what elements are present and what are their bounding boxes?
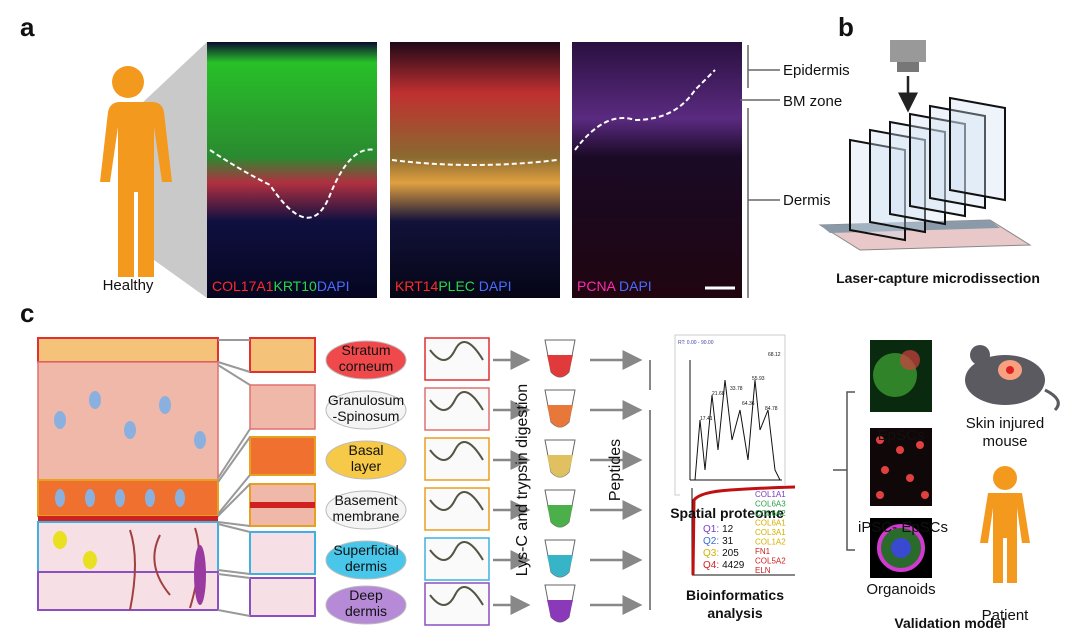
quartile-count: 4429 xyxy=(722,560,745,571)
layer-label: Superficial dermis xyxy=(333,542,398,574)
tissue xyxy=(429,441,484,461)
tube-fill xyxy=(547,505,573,527)
stain: DAPI xyxy=(615,278,652,294)
section-title: Bioinformatics analysis xyxy=(686,587,784,621)
tube-fill xyxy=(547,600,573,622)
quartile-label: Q1: xyxy=(703,524,719,535)
gene-label: COL1A2 xyxy=(755,538,786,547)
tube-fill xyxy=(547,455,573,477)
layer-badge xyxy=(325,390,407,430)
gene-label: COL3A1 xyxy=(755,528,786,537)
tissue xyxy=(429,586,484,606)
tissue xyxy=(429,491,484,511)
gene-label: COL6A2 xyxy=(755,509,786,518)
model-label: Organoids xyxy=(866,581,935,598)
layer-badge xyxy=(325,440,407,480)
layer-badge xyxy=(325,490,407,530)
gene-label: COL5A2 xyxy=(755,557,786,566)
stain: DAPI xyxy=(317,278,350,294)
layer-label: Granulosum -Spinosum xyxy=(328,392,404,424)
peak-label: 17.41 xyxy=(700,416,713,422)
quartile: Q4: 4429 xyxy=(703,560,745,571)
gene-label: FN1 xyxy=(755,547,771,556)
panel-label: a xyxy=(20,12,35,42)
region-label: Dermis xyxy=(783,192,831,209)
peak-label: 55.93 xyxy=(752,376,765,382)
digestion-label: Lys-C and trypsin digestion xyxy=(514,384,531,576)
model-label: Patient xyxy=(982,607,1030,624)
tissue xyxy=(429,541,484,561)
gene-label: COL6A3 xyxy=(755,500,786,509)
panel-label: b xyxy=(838,12,854,42)
stain: DAPI xyxy=(475,278,512,294)
stain: PCNA xyxy=(577,278,617,294)
stain-label: KRT14PLEC DAPI xyxy=(395,278,511,294)
stain: KRT10 xyxy=(273,278,317,294)
peak-label: 21.68 xyxy=(712,391,725,397)
layer-label: Basal layer xyxy=(348,442,383,474)
gene-label: COL6A1 xyxy=(755,519,786,528)
stain: COL17A1 xyxy=(212,278,274,294)
peak-label: 68.12 xyxy=(768,352,781,358)
layer-label: Stratum corneum xyxy=(339,342,393,374)
sample-thumbnail xyxy=(424,537,490,581)
stain: KRT14 xyxy=(395,278,439,294)
artwork xyxy=(37,40,1060,617)
quartile: Q1: 12 xyxy=(703,524,734,535)
gene-label: ELN xyxy=(755,566,771,575)
tube-fill xyxy=(547,405,573,427)
section-title: Spatial proteome xyxy=(670,505,784,521)
layer-label: Basement membrane xyxy=(333,492,400,524)
sample-thumbnail xyxy=(424,582,490,626)
sample-thumbnail xyxy=(424,487,490,531)
panel-title: Laser-capture microdissection xyxy=(836,270,1040,286)
range-label: RT: 0.00 - 90.00 xyxy=(678,340,714,346)
sample-thumbnail xyxy=(424,337,490,381)
quartile-label: Q4: xyxy=(703,560,719,571)
panel-label: c xyxy=(20,298,34,328)
region-label: BM zone xyxy=(783,93,842,110)
sample-thumbnail xyxy=(424,387,490,431)
stain-label: PCNA DAPI xyxy=(577,278,652,294)
peak-label: 33.78 xyxy=(730,386,743,392)
stain-label: COL17A1KRT10DAPI xyxy=(212,278,350,294)
model-label: Skin injured mouse xyxy=(966,415,1044,450)
quartile-label: Q2: xyxy=(703,536,719,547)
section-title: Validation model xyxy=(894,615,1005,631)
peak-label: 64.36 xyxy=(742,401,755,407)
quartile-count: 31 xyxy=(722,536,734,547)
tissue xyxy=(429,341,484,361)
layer-badge xyxy=(325,585,407,625)
region-label: Epidermis xyxy=(783,62,850,79)
quartile-count: 12 xyxy=(722,524,734,535)
subject-label: Healthy xyxy=(103,277,154,294)
layer-badge xyxy=(325,340,407,380)
quartile-label: Q3: xyxy=(703,548,719,559)
quartile: Q2: 31 xyxy=(703,536,734,547)
sample-thumbnail xyxy=(424,437,490,481)
model-label: iPSC- EpSCs xyxy=(858,519,948,536)
model-label: EpSCs xyxy=(878,427,925,444)
layer-badge xyxy=(325,540,407,580)
quartile-count: 205 xyxy=(722,548,739,559)
peptides-label: Peptides xyxy=(607,439,624,501)
tissue xyxy=(429,391,484,411)
gene-label: COL1A1 xyxy=(755,490,786,499)
layer-label: Deep dermis xyxy=(345,587,387,619)
tube-fill xyxy=(547,555,573,577)
tube-fill xyxy=(547,355,573,377)
stain: PLEC xyxy=(438,278,475,294)
peak-label: 84.78 xyxy=(765,406,778,412)
quartile: Q3: 205 xyxy=(703,548,739,559)
